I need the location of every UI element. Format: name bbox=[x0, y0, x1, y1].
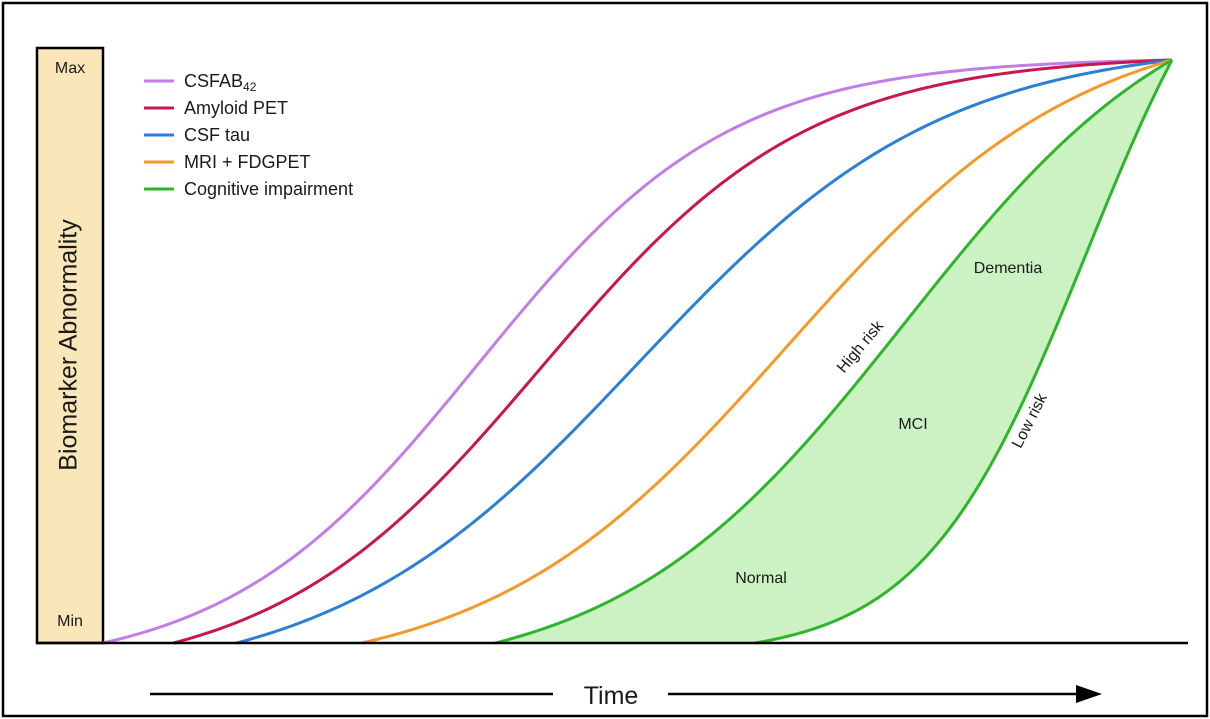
legend-label-cognitive-impairment: Cognitive impairment bbox=[184, 179, 353, 199]
legend: CSFAB42 Amyloid PET CSF tau MRI + FDGPET Cog… bbox=[144, 71, 353, 199]
y-axis-label: Biomarker Abnormality bbox=[55, 219, 83, 471]
y-tick-max: Max bbox=[55, 60, 85, 77]
y-axis-panel bbox=[35, 46, 105, 645]
series-line-mri-fdgpet bbox=[361, 58, 1173, 645]
series-line-csf-tau bbox=[236, 58, 1173, 645]
legend-label-mri-fdgpet: MRI + FDGPET bbox=[184, 152, 311, 172]
series-line-low-risk bbox=[754, 59, 1174, 645]
x-axis-label: Time bbox=[584, 682, 639, 710]
annotation-dementia: Dementia bbox=[974, 260, 1043, 277]
plot-curves-layer bbox=[102, 58, 1174, 645]
legend-label-csfab: CSFAB42 bbox=[184, 71, 257, 94]
annotation-normal: Normal bbox=[735, 570, 787, 587]
legend-label-csf-tau: CSF tau bbox=[184, 125, 250, 145]
annotation-mci: MCI bbox=[898, 416, 927, 433]
y-tick-min: Min bbox=[57, 613, 83, 630]
series-line-csfab bbox=[102, 58, 1173, 645]
series-line-cognitive-impairment bbox=[494, 58, 1173, 645]
legend-label-amyloid-pet: Amyloid PET bbox=[184, 98, 288, 118]
time-arrow-head bbox=[1076, 685, 1102, 703]
series-line-amyloid-pet bbox=[173, 58, 1173, 645]
